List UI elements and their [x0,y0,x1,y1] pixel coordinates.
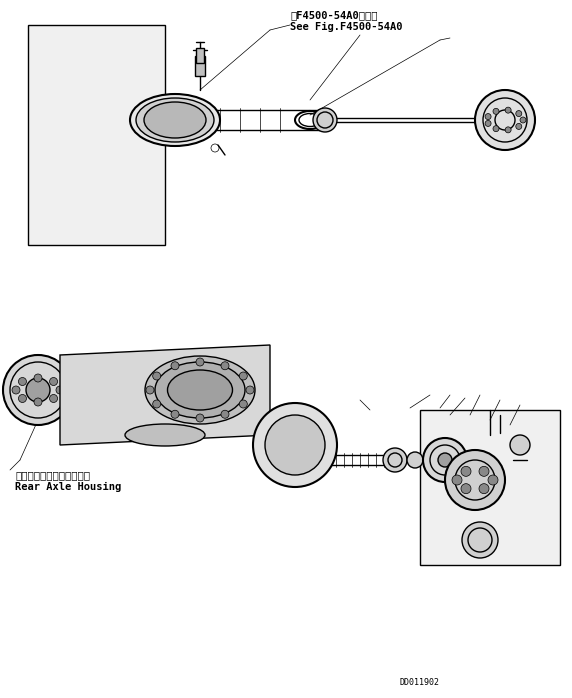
Circle shape [56,386,64,394]
Circle shape [407,452,423,468]
Bar [195,56,205,76]
Polygon shape [60,345,270,445]
Circle shape [462,522,498,558]
Circle shape [485,114,491,119]
Circle shape [485,121,491,126]
Circle shape [153,372,161,380]
Circle shape [423,438,467,482]
Circle shape [34,398,42,406]
Circle shape [12,386,20,394]
Circle shape [146,386,154,394]
Circle shape [516,124,522,129]
Circle shape [516,110,522,117]
Ellipse shape [144,102,206,138]
Circle shape [479,484,489,493]
Circle shape [221,362,229,370]
Circle shape [475,90,535,150]
Circle shape [493,108,499,114]
Circle shape [461,466,471,476]
Circle shape [26,378,50,402]
Circle shape [18,394,26,403]
Circle shape [479,466,489,476]
Text: リヤーアクスルハウジング: リヤーアクスルハウジング [15,470,90,480]
Circle shape [265,415,325,475]
Polygon shape [28,25,165,245]
Circle shape [383,448,407,472]
Text: DD011902: DD011902 [400,678,440,687]
Ellipse shape [136,98,214,142]
Circle shape [493,126,499,132]
Circle shape [171,362,179,370]
Ellipse shape [168,370,232,410]
Bar [196,48,204,63]
Polygon shape [420,410,560,565]
Circle shape [452,475,462,485]
Circle shape [50,394,58,403]
Circle shape [3,355,73,425]
Circle shape [18,378,26,385]
Text: See Fig.F4500-54A0: See Fig.F4500-54A0 [290,22,403,32]
Circle shape [520,117,526,123]
Circle shape [505,127,511,133]
Circle shape [239,400,247,408]
Circle shape [221,410,229,418]
Circle shape [510,435,530,455]
Ellipse shape [125,424,205,446]
Ellipse shape [145,356,255,424]
Circle shape [239,372,247,380]
Circle shape [505,107,511,113]
Ellipse shape [130,94,220,146]
Circle shape [445,450,505,510]
Circle shape [196,414,204,422]
Circle shape [461,484,471,493]
Ellipse shape [155,362,245,418]
Circle shape [34,374,42,382]
Circle shape [246,386,254,394]
Circle shape [153,400,161,408]
Circle shape [253,403,337,487]
Circle shape [438,453,452,467]
Text: Rear Axle Housing: Rear Axle Housing [15,482,121,492]
Circle shape [171,410,179,418]
Circle shape [50,378,58,385]
Circle shape [488,475,498,485]
Circle shape [313,108,337,132]
Text: 笮F4500-54A0図参照: 笮F4500-54A0図参照 [290,10,378,20]
Circle shape [196,358,204,366]
